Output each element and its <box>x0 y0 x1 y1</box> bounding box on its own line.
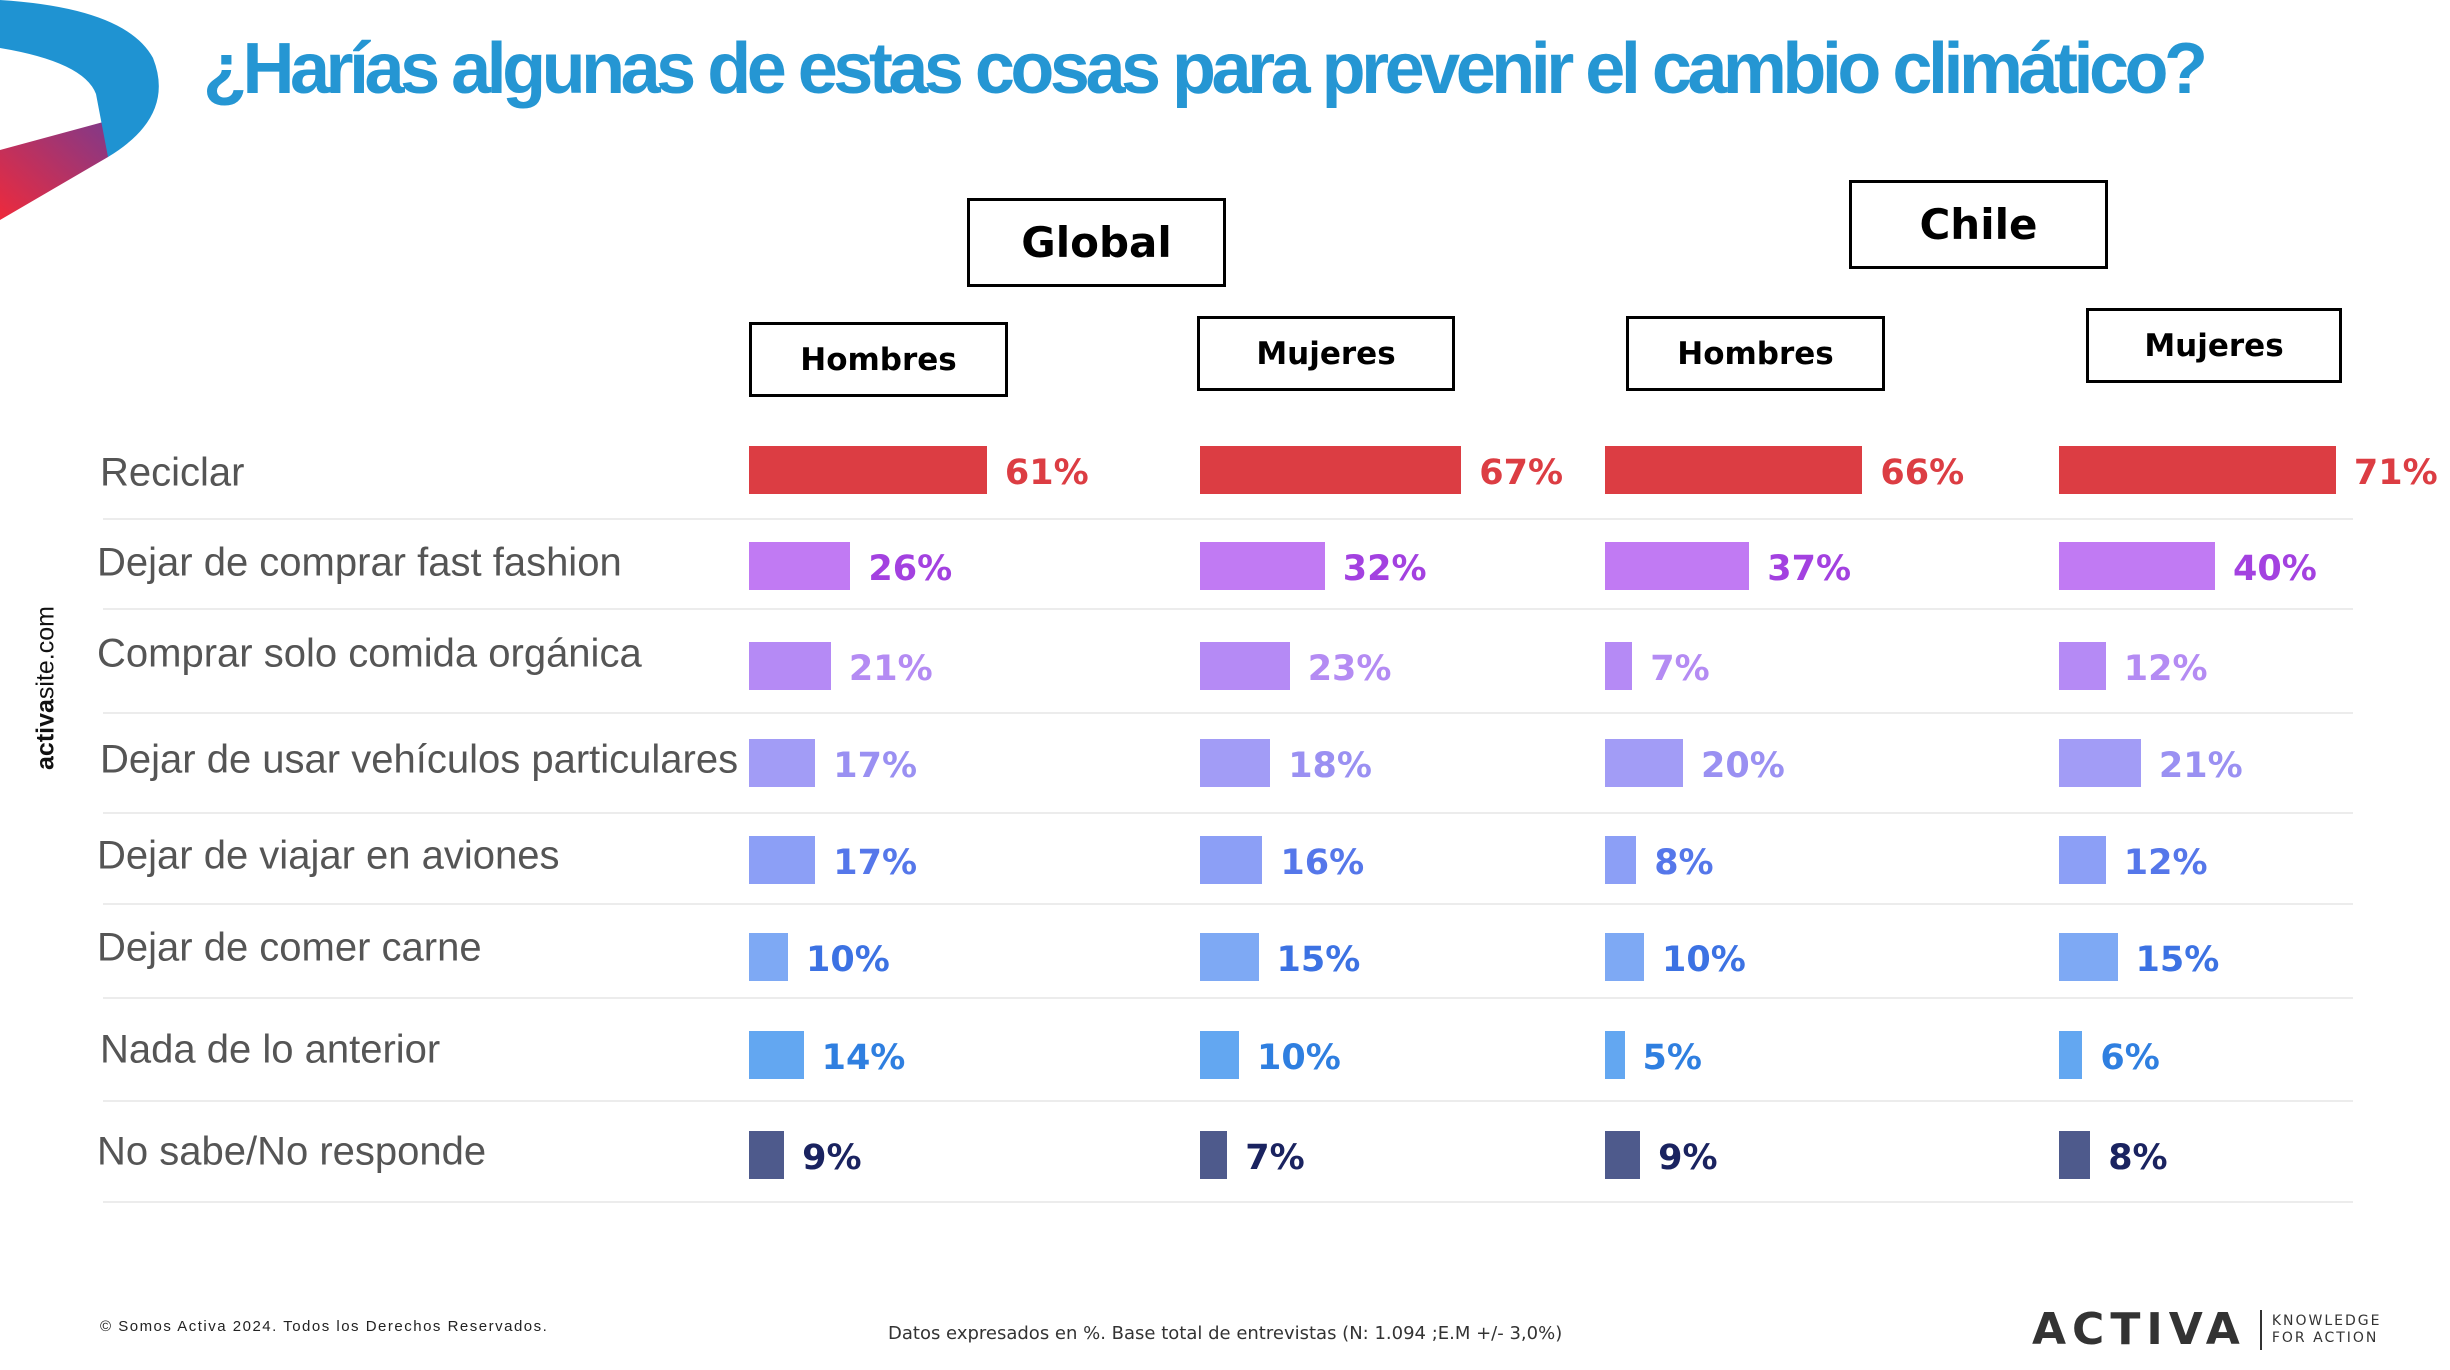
page-title: ¿Harías algunas de estas cosas para prev… <box>203 29 2208 109</box>
bar-chile-hombres-dejar-de-usar-vehiculos-particulares <box>1605 739 1683 787</box>
value-label-global-hombres-dejar-de-usar-vehiculos-particulares: 17% <box>833 746 918 786</box>
value-label-chile-mujeres-reciclar: 71% <box>2353 453 2438 493</box>
value-label-global-mujeres-dejar-de-comprar-fast-fashion: 32% <box>1342 549 1427 589</box>
bar-chile-mujeres-dejar-de-viajar-en-aviones <box>2059 836 2106 884</box>
category-label-no-sabe-no-responde: No sabe/No responde <box>97 1129 487 1174</box>
row-separator <box>103 1201 2353 1203</box>
brand-tagline-line-1: KNOWLEDGE <box>2271 1312 2382 1329</box>
bar-global-mujeres-reciclar <box>1200 446 1462 494</box>
brand-divider <box>2259 1309 2262 1350</box>
bar-global-mujeres-nada-de-lo-anterior <box>1200 1031 1239 1079</box>
bar-chile-mujeres-reciclar <box>2059 446 2336 494</box>
value-label-chile-hombres-no-sabe-no-responde: 9% <box>1658 1138 1718 1178</box>
value-label-global-hombres-dejar-de-viajar-en-aviones: 17% <box>833 843 918 883</box>
category-label-dejar-de-comer-carne: Dejar de comer carne <box>97 925 482 970</box>
row-separator <box>103 712 2353 714</box>
subgroup-header-global-mujeres: Mujeres <box>1197 316 1455 391</box>
value-label-global-hombres-nada-de-lo-anterior: 14% <box>821 1038 906 1078</box>
bar-global-hombres-dejar-de-comprar-fast-fashion <box>749 542 851 590</box>
bar-chile-mujeres-dejar-de-usar-vehiculos-particulares <box>2059 739 2141 787</box>
bar-global-hombres-dejar-de-viajar-en-aviones <box>749 836 816 884</box>
value-label-chile-mujeres-comprar-solo-comida-organica: 12% <box>2123 649 2208 689</box>
bar-chile-mujeres-no-sabe-no-responde <box>2059 1131 2091 1179</box>
value-label-chile-hombres-comprar-solo-comida-organica: 7% <box>1650 649 1710 689</box>
value-label-global-mujeres-nada-de-lo-anterior: 10% <box>1257 1038 1341 1078</box>
value-label-chile-hombres-nada-de-lo-anterior: 5% <box>1642 1038 1702 1078</box>
bar-global-mujeres-comprar-solo-comida-organica <box>1200 642 1290 690</box>
bar-chile-hombres-nada-de-lo-anterior <box>1605 1031 1625 1079</box>
activa-logo-mark-icon <box>0 0 159 220</box>
value-label-chile-hombres-dejar-de-usar-vehiculos-particulares: 20% <box>1701 746 1785 786</box>
bar-global-mujeres-no-sabe-no-responde <box>1200 1131 1228 1179</box>
category-label-nada-de-lo-anterior: Nada de lo anterior <box>100 1027 441 1072</box>
value-label-global-mujeres-reciclar: 67% <box>1479 453 1564 493</box>
subgroup-header-chile-hombres: Hombres <box>1626 316 1885 391</box>
bar-chile-hombres-no-sabe-no-responde <box>1605 1131 1641 1179</box>
value-label-chile-hombres-dejar-de-comprar-fast-fashion: 37% <box>1767 549 1852 589</box>
bar-global-hombres-no-sabe-no-responde <box>749 1131 785 1179</box>
value-label-chile-mujeres-dejar-de-viajar-en-aviones: 12% <box>2123 843 2208 883</box>
value-label-chile-hombres-reciclar: 66% <box>1880 453 1965 493</box>
data-note: Datos expresados en %. Base total de ent… <box>888 1323 1563 1344</box>
bar-global-hombres-dejar-de-comer-carne <box>749 933 788 981</box>
bar-chile-mujeres-dejar-de-comprar-fast-fashion <box>2059 542 2215 590</box>
value-label-global-mujeres-no-sabe-no-responde: 7% <box>1245 1138 1305 1178</box>
bar-global-hombres-reciclar <box>749 446 987 494</box>
bar-global-hombres-comprar-solo-comida-organica <box>749 642 831 690</box>
copyright-text: © Somos Activa 2024. Todos los Derechos … <box>100 1318 549 1335</box>
value-label-global-mujeres-dejar-de-viajar-en-aviones: 16% <box>1280 843 1365 883</box>
value-label-chile-hombres-dejar-de-viajar-en-aviones: 8% <box>1654 843 1714 883</box>
group-header-chile: Chile <box>1849 180 2108 269</box>
category-label-dejar-de-comprar-fast-fashion: Dejar de comprar fast fashion <box>97 540 622 585</box>
brand-tagline-line-2: FOR ACTION <box>2271 1329 2379 1346</box>
value-label-global-mujeres-dejar-de-usar-vehiculos-particulares: 18% <box>1288 746 1372 786</box>
value-label-chile-mujeres-dejar-de-comer-carne: 15% <box>2135 940 2220 980</box>
row-separator <box>103 997 2353 999</box>
value-label-global-hombres-dejar-de-comprar-fast-fashion: 26% <box>868 549 953 589</box>
value-label-chile-mujeres-dejar-de-usar-vehiculos-particulares: 21% <box>2158 746 2243 786</box>
value-label-global-hombres-reciclar: 61% <box>1004 453 1089 493</box>
value-label-chile-mujeres-no-sabe-no-responde: 8% <box>2108 1138 2168 1178</box>
bar-chile-mujeres-dejar-de-comer-carne <box>2059 933 2118 981</box>
value-label-global-hombres-no-sabe-no-responde: 9% <box>802 1138 862 1178</box>
row-separator <box>103 518 2353 520</box>
row-separator <box>103 1100 2353 1102</box>
site-url-rest: site.com <box>31 606 60 700</box>
bar-chile-hombres-dejar-de-viajar-en-aviones <box>1605 836 1637 884</box>
bar-global-mujeres-dejar-de-viajar-en-aviones <box>1200 836 1263 884</box>
value-label-chile-hombres-dejar-de-comer-carne: 10% <box>1662 940 1746 980</box>
value-label-global-hombres-dejar-de-comer-carne: 10% <box>806 940 890 980</box>
bar-global-hombres-dejar-de-usar-vehiculos-particulares <box>749 739 816 787</box>
category-label-dejar-de-usar-vehiculos-particulares: Dejar de usar vehículos particulares <box>100 737 739 782</box>
row-separator <box>103 812 2353 814</box>
bar-global-mujeres-dejar-de-comprar-fast-fashion <box>1200 542 1325 590</box>
row-separator <box>103 903 2353 905</box>
site-url-bold: activa <box>31 699 60 770</box>
bar-chile-hombres-reciclar <box>1605 446 1863 494</box>
brand-name: ACTIVA <box>2032 1304 2246 1355</box>
value-label-chile-mujeres-nada-de-lo-anterior: 6% <box>2100 1038 2160 1078</box>
category-label-dejar-de-viajar-en-aviones: Dejar de viajar en aviones <box>97 833 560 878</box>
value-label-chile-mujeres-dejar-de-comprar-fast-fashion: 40% <box>2233 549 2317 589</box>
subgroup-header-global-hombres: Hombres <box>749 322 1008 397</box>
subgroup-header-chile-mujeres: Mujeres <box>2086 308 2342 383</box>
bar-global-mujeres-dejar-de-usar-vehiculos-particulares <box>1200 739 1271 787</box>
group-header-global: Global <box>967 198 1226 287</box>
value-label-global-hombres-comprar-solo-comida-organica: 21% <box>848 649 933 689</box>
site-url-vertical: activasite.com <box>32 606 61 770</box>
bar-chile-hombres-comprar-solo-comida-organica <box>1605 642 1633 690</box>
bar-global-hombres-nada-de-lo-anterior <box>749 1031 804 1079</box>
bar-chile-mujeres-nada-de-lo-anterior <box>2059 1031 2083 1079</box>
bar-chile-hombres-dejar-de-comer-carne <box>1605 933 1644 981</box>
value-label-global-mujeres-comprar-solo-comida-organica: 23% <box>1307 649 1392 689</box>
activa-brand: ACTIVA KNOWLEDGE FOR ACTION <box>2032 1304 2382 1355</box>
category-label-reciclar: Reciclar <box>100 450 245 495</box>
category-label-comprar-solo-comida-organica: Comprar solo comida orgánica <box>97 631 642 676</box>
bar-chile-hombres-dejar-de-comprar-fast-fashion <box>1605 542 1750 590</box>
value-label-global-mujeres-dejar-de-comer-carne: 15% <box>1276 940 1361 980</box>
row-separator <box>103 608 2353 610</box>
brand-tagline: KNOWLEDGE FOR ACTION <box>2272 1313 2382 1347</box>
bar-chile-mujeres-comprar-solo-comida-organica <box>2059 642 2106 690</box>
bar-global-mujeres-dejar-de-comer-carne <box>1200 933 1259 981</box>
